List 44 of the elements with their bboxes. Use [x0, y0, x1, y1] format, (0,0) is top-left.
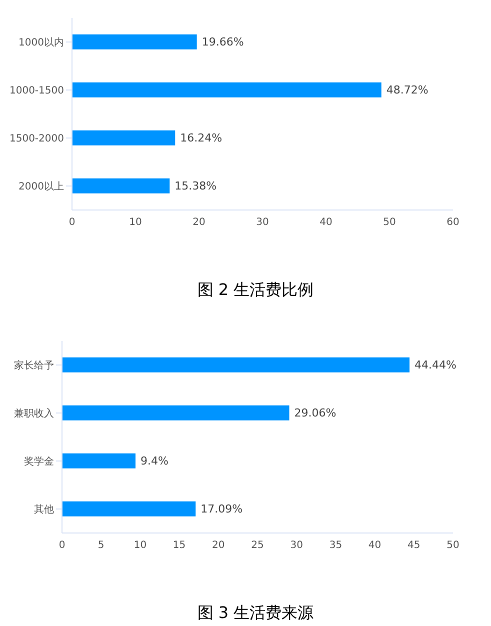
bar	[62, 453, 136, 468]
bar	[72, 82, 382, 98]
x-tick-label: 60	[446, 217, 460, 228]
y-tick-label: 1000以内	[18, 36, 64, 49]
y-tick-label: 兼职收入	[14, 408, 54, 420]
bar	[72, 34, 197, 50]
data-label: 16.24%	[180, 132, 222, 145]
y-tick-label: 其他	[34, 504, 54, 516]
x-tick-label: 15	[172, 540, 186, 552]
bar	[72, 178, 170, 194]
text: 图 2 生活费比例	[196, 280, 315, 301]
y-tick-label: 1000-1500	[9, 86, 64, 97]
bar	[72, 130, 176, 146]
text: 图 3 生活费来源	[196, 603, 315, 624]
y-tick-label: 家长给予	[14, 360, 54, 372]
y-tick-label: 1500-2000	[9, 134, 64, 145]
x-tick-label: 50	[383, 217, 396, 228]
x-tick-label: 10	[129, 217, 142, 228]
x-tick-label: 10	[134, 540, 147, 552]
x-tick-label: 20	[192, 217, 206, 228]
x-tick-label: 0	[58, 540, 66, 552]
data-label: 29.06%	[294, 406, 336, 420]
bar	[62, 405, 290, 420]
x-tick-label: 25	[251, 540, 264, 552]
bar	[62, 357, 410, 372]
data-label: 48.72%	[386, 84, 428, 97]
data-label: 15.38%	[174, 180, 217, 193]
x-tick-label: 20	[212, 540, 225, 552]
data-label: 19.66%	[202, 36, 244, 49]
x-tick-label: 50	[446, 540, 460, 552]
y-tick-label: 2000以上	[18, 180, 64, 193]
x-tick-label: 0	[68, 217, 76, 228]
x-tick-label: 45	[408, 540, 420, 552]
bar	[62, 501, 196, 516]
x-tick-label: 40	[320, 217, 332, 228]
x-tick-label: 30	[256, 217, 269, 228]
x-tick-label: 35	[329, 540, 342, 552]
data-label: 44.44%	[414, 358, 456, 372]
x-tick-label: 5	[98, 540, 104, 552]
data-label: 17.09%	[200, 502, 243, 516]
x-tick-label: 40	[368, 540, 382, 552]
y-tick-label: 奖学金	[24, 456, 54, 468]
data-label: 9.4%	[140, 454, 168, 468]
x-tick-label: 30	[290, 540, 303, 552]
